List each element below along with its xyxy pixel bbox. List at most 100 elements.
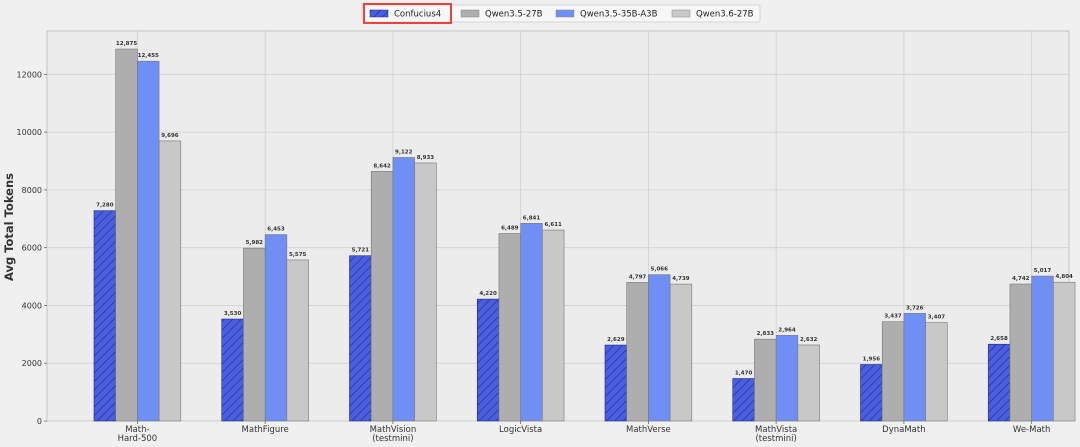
legend-label: Qwen3.5-35B-A3B <box>580 10 658 20</box>
bar-qwen3-5-27b <box>1009 283 1032 422</box>
bar-value-label: 5,721 <box>352 248 370 254</box>
x-category-label: Math- <box>125 425 149 435</box>
bar-value-label: 4,739 <box>672 276 690 282</box>
y-tick-label: 8000 <box>22 186 42 195</box>
legend-swatch <box>671 9 691 18</box>
bar-value-label: 2,833 <box>757 331 775 337</box>
bar-qwen3-6-27b <box>925 322 948 422</box>
bar-value-label: 3,437 <box>884 314 902 320</box>
legend-swatch <box>369 9 389 18</box>
bar-value-label: 9,122 <box>395 149 413 155</box>
bar-confucius4 <box>349 255 372 422</box>
bar-qwen3-5-27b <box>754 338 777 422</box>
x-category-label: MathVerse <box>626 425 671 435</box>
bar-qwen3-5-35b-a3b <box>903 313 926 422</box>
x-category-label: (testmini) <box>755 434 796 444</box>
x-category-label: Hard-500 <box>118 434 158 444</box>
bar-value-label: 9,696 <box>161 133 179 139</box>
bar-qwen3-5-35b-a3b <box>1031 275 1054 422</box>
bar-qwen3-5-27b <box>881 321 905 422</box>
x-category-label: MathVista <box>755 425 797 435</box>
bar-qwen3-5-35b-a3b <box>137 60 160 422</box>
bar-value-label: 1,470 <box>735 371 753 377</box>
bar-value-label: 2,964 <box>778 327 796 333</box>
bar-qwen3-6-27b <box>1053 281 1076 422</box>
bars <box>93 48 1076 422</box>
y-tick-label: 2000 <box>22 359 42 368</box>
bar-qwen3-6-27b <box>797 344 820 422</box>
bar-value-label: 12,455 <box>138 53 159 59</box>
y-tick-label: 0 <box>37 417 42 426</box>
bar-value-label: 3,726 <box>906 305 924 311</box>
bar-qwen3-5-35b-a3b <box>392 157 415 422</box>
bar-confucius4 <box>732 378 755 422</box>
bar-qwen3-6-27b <box>158 140 182 422</box>
legend-item-qwen3-5-35b-a3b: Qwen3.5-35B-A3B <box>555 9 658 20</box>
bar-confucius4 <box>221 318 244 422</box>
bar-qwen3-5-35b-a3b <box>648 274 671 422</box>
bar-value-label: 6,611 <box>544 222 562 228</box>
bar-value-label: 6,489 <box>501 226 519 232</box>
bar-value-label: 3,407 <box>928 315 946 321</box>
bar-value-label: 5,575 <box>289 252 307 258</box>
bar-value-label: 3,530 <box>224 311 242 317</box>
bar-value-label: 5,066 <box>651 267 669 273</box>
bar-qwen3-6-27b <box>286 259 309 422</box>
bar-confucius4 <box>604 344 628 422</box>
y-tick-label: 10000 <box>17 128 42 137</box>
legend-label: Qwen3.5-27B <box>485 10 543 20</box>
bar-qwen3-5-35b-a3b <box>775 335 799 422</box>
bar-qwen3-5-35b-a3b <box>264 234 288 422</box>
legend-swatch <box>555 9 575 18</box>
bar-qwen3-6-27b <box>669 283 693 422</box>
bar-value-label: 4,742 <box>1012 276 1030 282</box>
bar-value-label: 2,658 <box>990 336 1008 342</box>
y-axis: 0 2000 4000 6000 8000 10000 12000 <box>17 70 47 426</box>
x-category-label: We-Math <box>1013 425 1050 435</box>
y-tick-label: 6000 <box>22 244 42 253</box>
bar-confucius4 <box>860 364 883 422</box>
bar-qwen3-6-27b <box>414 162 437 422</box>
legend-item-qwen3-5-27b: Qwen3.5-27B <box>460 9 543 20</box>
bar-qwen3-5-27b <box>370 171 394 422</box>
x-category-label: DynaMath <box>882 425 925 435</box>
bar-qwen3-5-27b <box>115 48 138 422</box>
legend-swatch <box>460 9 480 18</box>
bar-value-label: 8,933 <box>417 155 435 161</box>
bar-value-label: 6,841 <box>523 215 541 221</box>
legend-label: Confucius4 <box>394 10 441 20</box>
bar-qwen3-5-27b <box>626 282 649 422</box>
x-category-label: (testmini) <box>372 434 413 444</box>
bar-confucius4 <box>93 210 117 422</box>
bar-confucius4 <box>987 343 1011 422</box>
bar-value-label: 5,982 <box>246 240 264 246</box>
legend-highlight-box <box>363 3 452 24</box>
y-tick-label: 12000 <box>17 70 42 79</box>
bar-value-label: 4,797 <box>629 274 647 280</box>
legend-item-confucius4: Confucius4 <box>363 3 452 24</box>
bar-value-label: 5,017 <box>1034 268 1052 274</box>
x-category-label: MathVision <box>370 425 417 435</box>
x-category-label: MathFigure <box>242 425 289 435</box>
y-axis-title: Avg Total Tokens <box>2 173 16 281</box>
bar-value-label: 12,875 <box>116 41 137 47</box>
legend-label: Qwen3.6-27B <box>696 10 754 20</box>
bar-confucius4 <box>476 298 500 422</box>
legend-item-qwen3-6-27b: Qwen3.6-27B <box>671 9 754 20</box>
bar-value-label: 8,642 <box>373 163 391 169</box>
bar-value-label: 1,956 <box>863 356 881 362</box>
bar-value-label: 4,220 <box>479 291 497 297</box>
bar-qwen3-5-35b-a3b <box>520 223 543 422</box>
bar-value-label: 7,280 <box>96 203 114 209</box>
bar-qwen3-5-27b <box>243 247 266 422</box>
y-tick-label: 4000 <box>22 301 42 310</box>
bar-value-label: 2,629 <box>607 337 625 343</box>
bar-value-label: 2,632 <box>800 337 818 343</box>
legend: Confucius4 Qwen3.5-27B Qwen3.5-35B-A3B Qwen… <box>361 3 761 24</box>
x-category-label: LogicVista <box>499 425 542 435</box>
bar-value-label: 6,453 <box>267 227 285 233</box>
bar-qwen3-6-27b <box>542 229 565 422</box>
